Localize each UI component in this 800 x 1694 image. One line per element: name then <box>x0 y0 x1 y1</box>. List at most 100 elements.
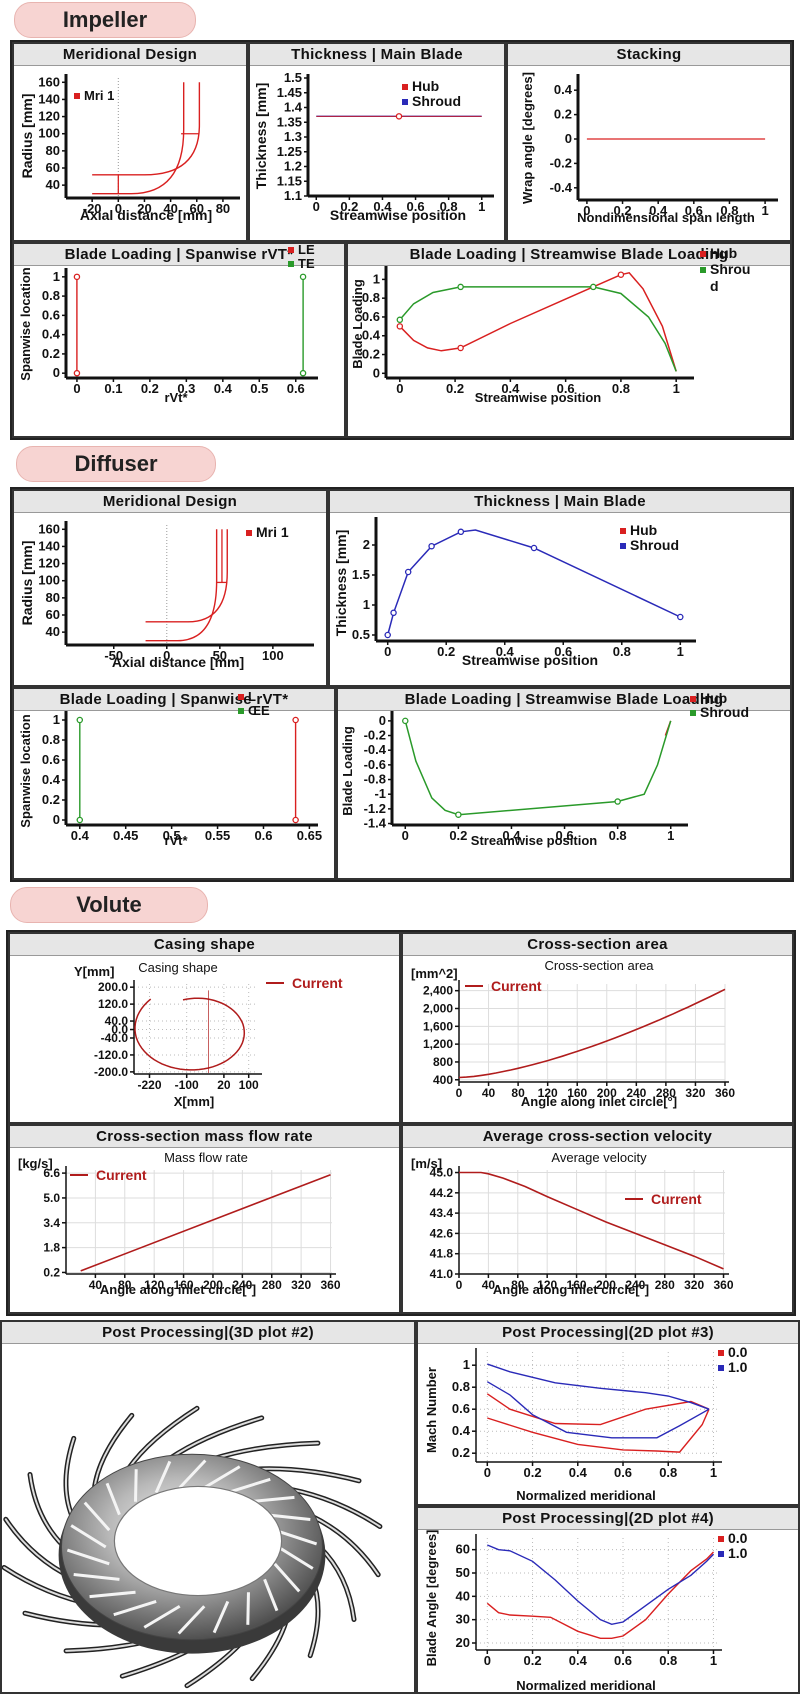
legend-label: Current <box>651 1191 702 1207</box>
panel-title: Meridional Design <box>14 44 246 66</box>
legend-label: Hub <box>710 245 737 261</box>
panel-imp-stacking: Stacking 0 0.2 0.4 0.6 0.8 1 -0.4 -0.2 0 0.2 0.4 Non… <box>506 42 792 242</box>
panel-dif-thickness: Thickness | Main Blade 0 0.2 0.4 0.6 0.8 1 0.5 1… <box>328 489 792 687</box>
x-axis-label: Normalized meridional <box>516 1488 655 1503</box>
y-axis-label: Blade Loading <box>350 279 365 369</box>
y-axis-label: Wrap angle [degrees] <box>520 72 535 204</box>
inner-vane <box>89 1590 136 1599</box>
x-tick-label: 0.8 <box>440 199 458 214</box>
panel-title: Cross-section mass flow rate <box>10 1126 399 1148</box>
panel-vol-mass: Cross-section mass flow rate Mass flow ra… <box>8 1124 401 1314</box>
x-tick-label: -220 <box>137 1078 161 1092</box>
y-tick-label: 40 <box>456 1588 470 1603</box>
inner-vane <box>143 1604 181 1629</box>
y-tick-label: 0 <box>565 131 572 146</box>
y-tick-label: 2 <box>363 537 370 552</box>
series-line <box>399 286 677 372</box>
x-tick-label: 0 <box>484 1653 491 1668</box>
inner-vane <box>83 1501 111 1532</box>
chart-svg: 0 0.2 0.4 0.6 0.8 1-0.4-0.200.20.4Nondimensio… <box>520 72 778 225</box>
y-tick-label: 1.8 <box>43 1241 60 1255</box>
x-axis-label: Streamwise position <box>475 390 601 405</box>
x-tick-label: 160 <box>174 1278 194 1292</box>
mach-curve <box>486 1381 710 1439</box>
panel-title: Post Processing|(2D plot #4) <box>418 1508 798 1530</box>
legend-label: Current <box>96 1167 147 1183</box>
y-tick-label: 120 <box>38 109 60 124</box>
y-axis-label: Radius [mm] <box>19 94 35 179</box>
y-tick-label: 200.0 <box>98 980 128 994</box>
impeller-3d-render[interactable] <box>2 1322 414 1692</box>
panel-title: Meridional Design <box>14 491 326 513</box>
x-tick-label: 0.4 <box>373 199 392 214</box>
legend-label: 0.0 <box>728 1530 748 1546</box>
y-tick-label: 1.3 <box>284 129 302 144</box>
outer-blade-highlight <box>310 1515 380 1576</box>
y-tick-label: 0.2 <box>43 1265 60 1279</box>
x-tick-label: 20 <box>137 201 151 216</box>
y-tick-label: 0.8 <box>452 1379 470 1394</box>
data-point <box>76 716 84 724</box>
mach-curve <box>486 1393 710 1426</box>
x-tick-label: 360 <box>714 1278 734 1292</box>
y-tick-label: 400 <box>433 1073 453 1087</box>
x-tick-label: 80 <box>511 1086 525 1100</box>
y-tick-label: 100 <box>38 573 60 588</box>
data-point <box>617 271 625 278</box>
y-axis-label: [mm^2] <box>411 966 458 981</box>
data-point <box>73 369 81 377</box>
outer-blade-highlight <box>288 1488 381 1528</box>
y-axis-label: Spanwise location <box>18 714 33 827</box>
inner-vane <box>70 1524 107 1549</box>
legend-label: Current <box>491 978 542 994</box>
panel-title: Blade Loading | Streamwise Blade Loading <box>348 244 790 266</box>
series-line <box>404 720 672 816</box>
legend-swatch <box>690 710 696 716</box>
x-tick-label: 0.2 <box>449 828 467 843</box>
x-tick-label: 200 <box>596 1278 616 1292</box>
x-axis-label: rVt* <box>164 390 188 405</box>
x-tick-label: 100 <box>262 648 284 663</box>
section-volute-tab[interactable]: Volute <box>10 887 208 923</box>
section-impeller-tab[interactable]: Impeller <box>14 2 196 38</box>
y-tick-label: 50 <box>456 1565 470 1580</box>
x-axis-label: Angle along inlet circle[°] <box>493 1282 649 1297</box>
legend-label: Mri 1 <box>256 524 289 540</box>
x-tick-label: -20 <box>83 201 102 216</box>
x-tick-label: 0.2 <box>524 1653 542 1668</box>
x-tick-label: 1 <box>761 203 768 218</box>
legend-swatch <box>238 694 244 700</box>
x-tick-label: -50 <box>104 648 123 663</box>
inner-vane <box>277 1545 314 1570</box>
x-axis-label: X[mm] <box>174 1094 214 1109</box>
y-tick-label: 0 <box>53 812 60 827</box>
panel-imp-span: Blade Loading | Spanwise rVT* 0 0.1 0.2 0.3 0… <box>12 242 346 438</box>
x-tick-label: 0 <box>115 201 122 216</box>
outer-blade-highlight <box>254 1467 360 1482</box>
x-tick-label: 0.2 <box>446 381 464 396</box>
y-axis-label: Thickness [mm] <box>253 83 269 190</box>
legend-swatch <box>718 1536 724 1542</box>
legend-label: Hub <box>412 78 439 94</box>
x-tick-label: 320 <box>684 1278 704 1292</box>
section-diffuser-tab[interactable]: Diffuser <box>16 446 216 482</box>
inner-vane <box>154 1460 172 1494</box>
y-tick-label: 45.0 <box>430 1166 454 1180</box>
x-tick-label: 240 <box>626 1086 646 1100</box>
panel-title: Casing shape <box>10 934 399 956</box>
x-tick-label: 320 <box>291 1278 311 1292</box>
blade-angle-curve <box>486 1551 715 1639</box>
chart-title: Cross-section area <box>544 958 654 973</box>
legend-label: TE <box>298 256 315 271</box>
legend-swatch <box>402 99 408 105</box>
y-tick-label: 40 <box>46 624 60 639</box>
legend-swatch <box>238 708 244 714</box>
y-tick-label: 43.4 <box>430 1206 454 1220</box>
y-tick-label: 0.4 <box>362 328 381 343</box>
x-tick-label: 0.8 <box>612 381 630 396</box>
x-tick-label: 1 <box>478 199 485 214</box>
panel-imp-stream: Blade Loading | Streamwise Blade Loading… <box>346 242 792 438</box>
x-tick-label: 200 <box>597 1086 617 1100</box>
panel-vol-casing: Casing shape Casing shape Y[mm] -220 -100 20 1… <box>8 932 401 1124</box>
